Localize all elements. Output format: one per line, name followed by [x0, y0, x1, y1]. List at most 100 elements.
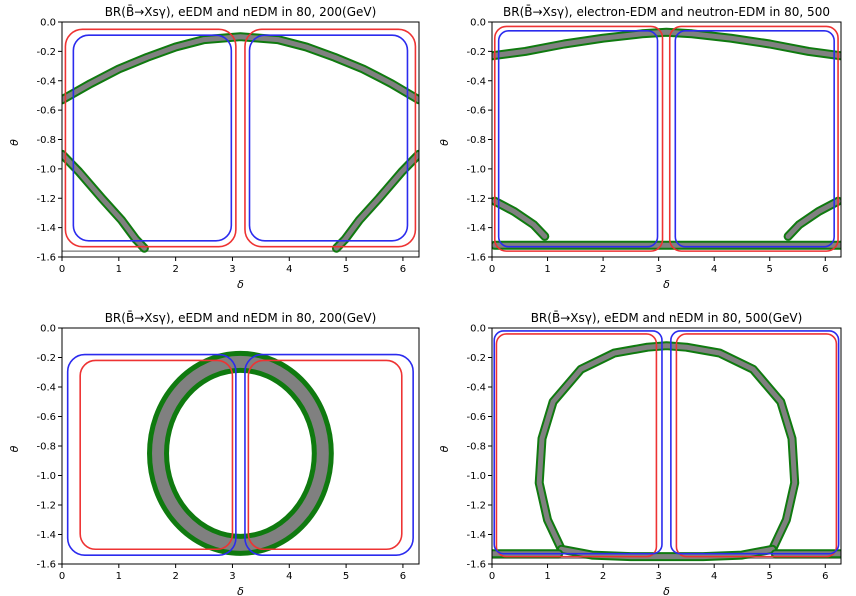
x-tick-label: 1 — [116, 571, 122, 582]
y-tick-label: -1.4 — [466, 530, 486, 541]
y-tick-label: -0.4 — [466, 383, 486, 394]
x-axis-label: δ — [663, 278, 670, 291]
br-band-1-green — [492, 27, 841, 61]
y-tick-label: -1.4 — [466, 223, 486, 234]
chart-panel-4: 0 1 2 3 4 5 6 0.0 -0.2 -0.4 -0.6 -0.8 -1.0 -1.2 -1.4 -1… — [438, 311, 842, 596]
y-tick-label: -0.2 — [36, 353, 56, 364]
x-tick-label: 3 — [655, 264, 661, 275]
chart-panel-2: 0 1 2 3 4 5 6 0.0 -0.2 -0.4 -0.6 -0.8 -1.0 -1.2 -1.4 -1… — [438, 5, 842, 291]
x-tick-label: 5 — [343, 571, 349, 582]
x-tick-label: 3 — [655, 571, 661, 582]
y-tick-label: -1.4 — [36, 223, 56, 234]
x-tick-label: 2 — [600, 264, 606, 275]
eedm-contour-1 — [64, 28, 237, 248]
y-tick-label: -0.6 — [36, 412, 56, 423]
x-tick-label: 2 — [172, 264, 178, 275]
x-tick-label: 6 — [822, 264, 828, 275]
x-tick-label: 5 — [767, 571, 773, 582]
br-band-2-grey — [492, 198, 548, 239]
x-axis-label: δ — [663, 585, 670, 596]
y-tick-label: -1.2 — [466, 501, 486, 512]
y-axis-label: θ — [438, 139, 451, 146]
br-band-2-grey — [558, 546, 775, 560]
x-tick-label: 3 — [229, 571, 235, 582]
y-axis-label: θ — [8, 445, 21, 452]
y-tick-label: -1.0 — [36, 471, 56, 482]
x-tick-label: 6 — [400, 571, 406, 582]
chart-panel-3: 0 1 2 3 4 5 6 0.0 -0.2 -0.4 -0.6 -0.8 -1.0 -1.2 -1.4 -1… — [8, 311, 420, 596]
x-tick-label: 1 — [544, 571, 550, 582]
y-tick-label: -1.6 — [466, 253, 486, 264]
eedm-contour-1 — [79, 359, 234, 551]
nedm-contour-1 — [493, 330, 663, 555]
eedm-contour-2 — [247, 359, 403, 551]
plot-area — [492, 330, 841, 562]
x-tick-label: 2 — [172, 571, 178, 582]
br-band-1-grey — [492, 29, 841, 59]
y-tick-label: -1.6 — [36, 253, 56, 264]
x-tick-label: 0 — [59, 571, 65, 582]
x-tick-label: 5 — [767, 264, 773, 275]
eedm-contour-1 — [493, 25, 664, 252]
eedm-contour-2 — [675, 333, 838, 558]
x-tick-label: 4 — [711, 571, 717, 582]
nedm-contour-2 — [670, 330, 840, 555]
plot-area — [62, 28, 419, 253]
y-tick-label: -0.2 — [466, 353, 486, 364]
nedm-contour-2 — [248, 34, 409, 242]
x-tick-label: 0 — [59, 264, 65, 275]
nedm-contour-1 — [72, 34, 233, 242]
y-tick-label: -0.4 — [36, 76, 56, 87]
y-tick-label: -0.8 — [466, 442, 486, 453]
eedm-contour-2 — [668, 25, 839, 252]
y-tick-label: -0.8 — [466, 135, 486, 146]
chart-panel-1: 0 1 2 3 4 5 6 0.0 -0.2 -0.4 -0.6 -0.8 -1.0 -1.2 -1.4 -1… — [8, 5, 420, 291]
nedm-contour-2 — [674, 30, 835, 248]
y-tick-label: -0.2 — [36, 47, 56, 58]
plot-area — [492, 25, 841, 252]
y-tick-label: -1.0 — [466, 164, 486, 175]
y-tick-label: -0.8 — [36, 442, 56, 453]
x-tick-label: 4 — [286, 264, 292, 275]
y-tick-label: -1.4 — [36, 530, 56, 541]
x-tick-label: 4 — [711, 264, 717, 275]
y-tick-label: -1.6 — [36, 560, 56, 571]
nedm-contour-1 — [66, 353, 237, 556]
x-tick-label: 0 — [489, 264, 495, 275]
y-tick-label: -1.0 — [466, 471, 486, 482]
br-band-1-grey — [536, 343, 798, 552]
y-tick-label: -0.6 — [36, 106, 56, 117]
x-axis-label: δ — [237, 585, 244, 596]
eedm-contour-1 — [495, 333, 658, 558]
y-tick-label: 0.0 — [40, 18, 56, 29]
plot-frame — [61, 21, 420, 258]
br-band-3-grey — [333, 151, 419, 251]
chart-title: BR(B̄→Xsγ), electron-EDM and neutron-EDM… — [503, 5, 830, 19]
y-tick-label: -1.2 — [466, 194, 486, 205]
y-tick-label: -0.2 — [466, 47, 486, 58]
br-ring-grey — [152, 355, 329, 551]
y-tick-label: 0.0 — [40, 324, 56, 335]
x-tick-label: 4 — [286, 571, 292, 582]
x-tick-label: 2 — [600, 571, 606, 582]
y-tick-label: -0.6 — [466, 106, 486, 117]
y-tick-label: -0.8 — [36, 135, 56, 146]
y-tick-label: 0.0 — [470, 324, 486, 335]
nedm-contour-2 — [244, 353, 414, 556]
x-tick-label: 6 — [822, 571, 828, 582]
x-tick-label: 6 — [400, 264, 406, 275]
y-tick-label: -0.6 — [466, 412, 486, 423]
eedm-contour-2 — [244, 28, 417, 248]
br-band-2-grey — [62, 151, 147, 251]
chart-title: BR(B̄→Xsγ), eEDM and nEDM in 80, 500(GeV… — [531, 311, 803, 325]
y-tick-label: 0.0 — [470, 18, 486, 29]
x-tick-label: 0 — [489, 571, 495, 582]
nedm-contour-1 — [497, 30, 659, 248]
x-tick-label: 3 — [229, 264, 235, 275]
plot-area — [66, 350, 414, 556]
br-band-3-grey — [785, 198, 841, 239]
y-tick-label: -1.0 — [36, 164, 56, 175]
y-axis-label: θ — [438, 445, 451, 452]
y-tick-label: -0.4 — [466, 76, 486, 87]
